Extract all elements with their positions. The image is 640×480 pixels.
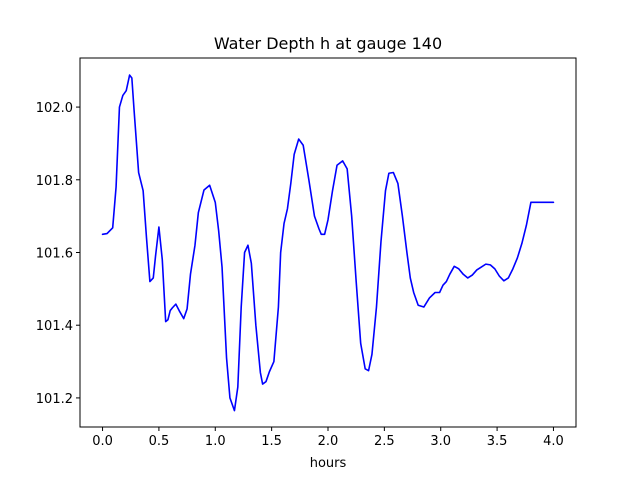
y-tick-label: 101.8 <box>36 174 73 189</box>
x-axis: 0.0 0.5 1.0 1.5 2.0 2.5 3.0 3.5 4.0 <box>92 427 564 449</box>
y-tick-label: 102.0 <box>36 101 73 116</box>
y-tick-label: 101.2 <box>36 392 73 407</box>
x-tick-label: 3.5 <box>487 434 508 449</box>
x-tick-label: 3.0 <box>430 434 451 449</box>
plot-area <box>101 74 555 412</box>
y-axis: 101.2 101.4 101.6 101.8 102.0 <box>36 101 80 407</box>
x-tick-label: 0.5 <box>149 434 170 449</box>
x-tick-label: 1.5 <box>261 434 282 449</box>
x-axis-label: hours <box>310 456 347 471</box>
x-tick-label: 4.0 <box>543 434 564 449</box>
y-tick-label: 101.4 <box>36 319 73 334</box>
series-line-0 <box>101 74 555 412</box>
x-tick-label: 0.0 <box>92 434 113 449</box>
x-tick-label: 2.0 <box>318 434 339 449</box>
x-tick-label: 2.5 <box>374 434 395 449</box>
chart-title: Water Depth h at gauge 140 <box>214 34 442 53</box>
y-tick-label: 101.6 <box>36 246 73 261</box>
x-tick-label: 1.0 <box>205 434 226 449</box>
